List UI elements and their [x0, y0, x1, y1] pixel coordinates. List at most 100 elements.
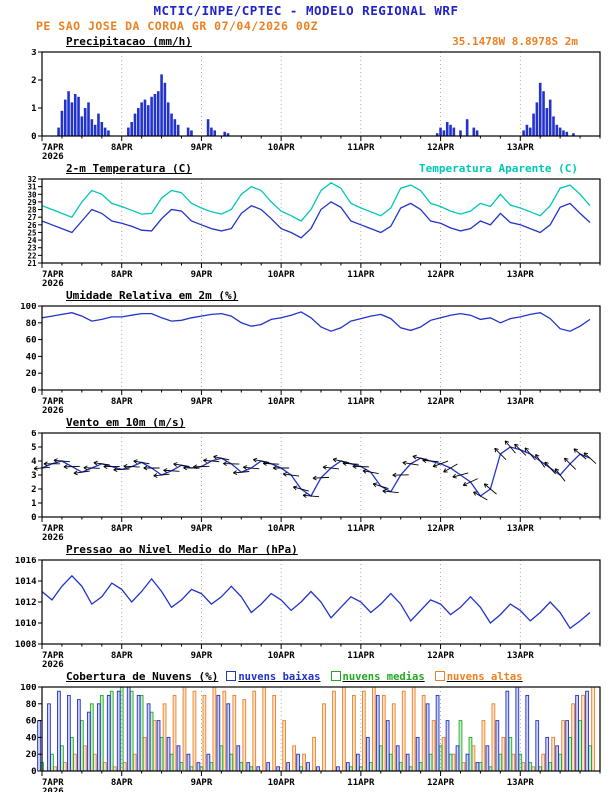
- svg-text:8APR: 8APR: [111, 778, 133, 788]
- svg-text:1010: 1010: [15, 619, 37, 629]
- svg-text:7APR: 7APR: [42, 270, 64, 280]
- svg-text:8APR: 8APR: [111, 651, 133, 661]
- svg-text:2026: 2026: [42, 660, 64, 668]
- svg-text:13APR: 13APR: [507, 397, 535, 407]
- svg-text:10APR: 10APR: [268, 778, 296, 788]
- legend-nuvens-medias: nuvens medias: [330, 670, 425, 683]
- clouds-legend: nuvens baixas nuvens medias nuvens altas: [226, 670, 523, 683]
- svg-text:12APR: 12APR: [427, 524, 455, 534]
- panel-wind: Vento em 10m (m/s) 0 1 2 3 4 5 6 7APR 2026 8APR 9A…: [0, 416, 612, 541]
- svg-text:13APR: 13APR: [507, 524, 535, 534]
- svg-text:80: 80: [26, 700, 37, 710]
- svg-text:12APR: 12APR: [427, 397, 455, 407]
- svg-text:2: 2: [31, 485, 36, 495]
- svg-text:11APR: 11APR: [347, 270, 375, 280]
- svg-text:80: 80: [26, 319, 37, 329]
- svg-text:2: 2: [31, 76, 36, 86]
- panel-pressure: Pressao ao Nivel Medio do Mar (hPa) 1008…: [0, 543, 612, 668]
- legend-nuvens-baixas: nuvens baixas: [226, 670, 321, 683]
- nuvens-medias-swatch-icon: [330, 671, 341, 681]
- svg-text:11APR: 11APR: [347, 651, 375, 661]
- svg-text:1014: 1014: [15, 577, 37, 587]
- svg-text:11APR: 11APR: [347, 524, 375, 534]
- svg-text:20: 20: [26, 750, 37, 760]
- svg-text:60: 60: [26, 336, 37, 346]
- svg-text:22: 22: [27, 251, 36, 260]
- panel-precipitation: Precipitacao (mm/h) 35.1478W 8.8978S 2m …: [0, 35, 612, 160]
- nuvens-altas-label: nuvens altas: [446, 671, 523, 683]
- svg-text:30: 30: [27, 190, 37, 199]
- pressure-title: Pressao ao Nivel Medio do Mar (hPa): [66, 543, 298, 556]
- svg-text:1016: 1016: [15, 557, 37, 566]
- svg-text:9APR: 9APR: [191, 778, 213, 788]
- nuvens-medias-label: nuvens medias: [342, 671, 425, 683]
- svg-text:3: 3: [31, 471, 36, 481]
- svg-text:13APR: 13APR: [507, 778, 535, 788]
- svg-text:1008: 1008: [15, 640, 37, 650]
- svg-text:13APR: 13APR: [507, 651, 535, 661]
- page-header: MCTIC/INPE/CPTEC - MODELO REGIONAL WRF P…: [0, 0, 612, 33]
- svg-text:9APR: 9APR: [191, 143, 213, 153]
- nuvens-altas-swatch-icon: [434, 671, 445, 681]
- svg-text:1012: 1012: [15, 598, 37, 608]
- svg-text:12APR: 12APR: [427, 270, 455, 280]
- svg-text:13APR: 13APR: [507, 143, 535, 153]
- panel-clouds: Cobertura de Nuvens (%) nuvens baixas nu…: [0, 670, 612, 792]
- svg-text:13APR: 13APR: [507, 270, 535, 280]
- svg-text:27: 27: [27, 213, 36, 222]
- svg-text:7APR: 7APR: [42, 651, 64, 661]
- svg-text:29: 29: [27, 198, 37, 207]
- precipitation-title: Precipitacao (mm/h): [66, 35, 192, 48]
- legend-nuvens-altas: nuvens altas: [434, 670, 523, 683]
- svg-text:2026: 2026: [42, 279, 64, 287]
- svg-text:11APR: 11APR: [347, 397, 375, 407]
- svg-text:8APR: 8APR: [111, 397, 133, 407]
- svg-text:20: 20: [26, 369, 37, 379]
- svg-text:9APR: 9APR: [191, 270, 213, 280]
- svg-text:24: 24: [27, 236, 37, 245]
- svg-text:31: 31: [27, 183, 37, 192]
- nuvens-baixas-swatch-icon: [226, 671, 237, 681]
- panel-humidity: Umidade Relativa em 2m (%) 0 20 40 60 80 100 7…: [0, 289, 612, 414]
- svg-text:6: 6: [31, 430, 36, 439]
- svg-text:21: 21: [27, 259, 37, 268]
- svg-text:12APR: 12APR: [427, 778, 455, 788]
- svg-text:7APR: 7APR: [42, 778, 64, 788]
- svg-text:8APR: 8APR: [111, 270, 133, 280]
- svg-text:10APR: 10APR: [268, 524, 296, 534]
- svg-text:10APR: 10APR: [268, 397, 296, 407]
- svg-text:9APR: 9APR: [191, 651, 213, 661]
- svg-text:26: 26: [27, 221, 37, 230]
- svg-text:40: 40: [26, 733, 37, 743]
- svg-text:4: 4: [31, 457, 37, 467]
- svg-text:11APR: 11APR: [347, 778, 375, 788]
- panel-temperature: 2-m Temperatura (C) Temperatura Aparente…: [0, 162, 612, 287]
- svg-text:2026: 2026: [42, 787, 64, 792]
- svg-text:0: 0: [31, 132, 36, 142]
- svg-text:9APR: 9APR: [191, 524, 213, 534]
- svg-text:12APR: 12APR: [427, 651, 455, 661]
- svg-text:10APR: 10APR: [268, 270, 296, 280]
- svg-text:40: 40: [26, 352, 37, 362]
- svg-text:7APR: 7APR: [42, 143, 64, 153]
- svg-text:28: 28: [27, 206, 37, 215]
- model-title: MCTIC/INPE/CPTEC - MODELO REGIONAL WRF: [153, 3, 459, 18]
- wind-title: Vento em 10m (m/s): [66, 416, 186, 429]
- clouds-title: Cobertura de Nuvens (%): [66, 670, 219, 683]
- svg-text:2026: 2026: [42, 533, 64, 541]
- humidity-title: Umidade Relativa em 2m (%): [66, 289, 239, 302]
- svg-text:8APR: 8APR: [111, 524, 133, 534]
- svg-text:3: 3: [31, 49, 36, 58]
- svg-text:0: 0: [31, 386, 36, 396]
- svg-text:10APR: 10APR: [268, 143, 296, 153]
- station-coordinates: 35.1478W 8.8978S 2m: [452, 35, 578, 48]
- svg-text:8APR: 8APR: [111, 143, 133, 153]
- svg-text:60: 60: [26, 717, 37, 727]
- apparent-temperature-title: Temperatura Aparente (C): [419, 162, 578, 175]
- temperature-title: 2-m Temperatura (C): [66, 162, 192, 175]
- svg-text:11APR: 11APR: [347, 143, 375, 153]
